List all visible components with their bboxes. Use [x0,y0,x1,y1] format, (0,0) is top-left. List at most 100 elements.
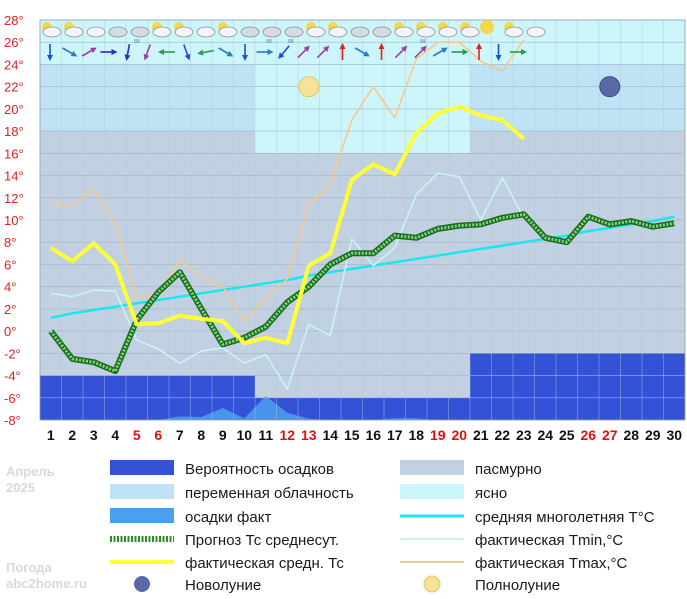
wind-arrow-head [476,43,482,49]
y-tick-label: 10° [4,213,24,228]
overcast-icon [108,26,128,38]
cloud-shape [240,26,260,38]
x-tick-label: 17 [387,427,403,443]
y-tick-label: 28° [4,13,24,28]
cloudy-icon [86,26,106,38]
x-tick-label: 7 [176,427,184,443]
wind-arrow-icon [256,49,274,55]
y-tick-label: 24° [4,57,24,72]
month-label: Апрель [6,464,55,479]
wind-arrow-head [124,54,131,61]
wind-arrow-head [521,49,527,55]
legend-swatch-variable [110,484,174,499]
legend-forecast: Прогноз Тс среднесут. [185,532,339,549]
y-tick-label: 20° [4,102,24,117]
wind-arrow-head [495,55,502,61]
cloud-shape [218,26,238,38]
x-tick-label: 12 [279,427,295,443]
grid-lines [39,19,686,421]
x-tick-label: 30 [666,427,682,443]
x-axis: 1 2 3 4 5 6 7 8 9 10 11 12 13 14 15 16 17 18 19 20 21 22 23 24 2… [47,427,682,443]
brand-url: abc2home.ru [6,576,87,591]
y-tick-label: 0° [4,324,16,339]
y-tick-label: -6° [4,391,21,406]
x-tick-label: 27 [602,427,618,443]
x-tick-label: 19 [430,427,446,443]
y-tick-label: -8° [4,413,21,428]
wind-arrow-icon [47,44,53,61]
legend-full-moon: Полнолуние [475,577,560,594]
partly-cloudy-icon [218,22,238,38]
y-tick-label: 6° [4,257,16,272]
x-tick-label: 24 [537,427,553,443]
partly-cloudy-icon [174,22,194,38]
x-tick-label: 28 [623,427,639,443]
wind-arrow-icon [432,47,448,57]
year-label: 2025 [6,480,35,495]
wind-arrow-head [242,55,248,61]
legend-full-moon-icon [423,575,441,593]
x-tick-label: 1 [47,427,55,443]
overcast-icon [372,26,392,38]
legend-new-moon: Новолуние [185,577,261,594]
wind-arrow-head [226,50,234,57]
x-tick-label: 15 [344,427,360,443]
cloud-shape [526,26,546,38]
cloud-shape [152,26,172,38]
rain-marks: ııı [288,38,294,45]
wind-arrow-head [378,43,385,49]
overcast-rain-icon: ııı [262,26,282,45]
wind-arrow-icon [218,47,234,57]
overcast-icon [240,26,260,38]
wind-arrow-icon [158,49,175,55]
x-tick-label: 5 [133,427,141,443]
legend-tmax: фактическая Tmax,°C [475,555,628,572]
overcast-rain-icon: ııı [284,26,304,45]
cloud-shape [438,26,458,38]
x-tick-label: 21 [473,427,489,443]
cloud-shape [86,26,106,38]
x-tick-label: 20 [451,427,467,443]
x-tick-label: 4 [111,427,119,443]
wind-arrow-icon [278,45,290,59]
x-tick-label: 10 [236,427,252,443]
legend-swatch-precip-prob [110,460,174,475]
wind-arrow-icon [242,44,248,61]
plot-border [39,19,686,421]
legend-variable: переменная облачность [185,485,354,502]
series-line-2 [50,39,525,322]
cloud-shape [196,26,216,38]
legend-precip-prob: Вероятность осадков [185,461,334,478]
x-tick-label: 16 [365,427,381,443]
legend-avg-longterm: средняя многолетняя T°C [475,509,655,526]
full-moon-icon [298,76,320,98]
wind-arrow-icon [510,49,527,55]
cloud-shape [306,26,326,38]
wind-arrow-icon [81,47,97,57]
cloud-shape [284,26,304,38]
legend-precip-fact: осадки факт [185,509,271,526]
x-tick-label: 13 [301,427,317,443]
wind-arrow-head [70,50,78,57]
partly-cloudy-icon [460,22,480,38]
y-tick-label: 2° [4,302,16,317]
partly-cloudy-icon [504,22,524,38]
overcast-icon [350,26,370,38]
y-tick-label: 12° [4,191,24,206]
wind-arrow-head [111,49,118,55]
cloud-shape [130,26,150,38]
x-tick-label: 8 [197,427,205,443]
cloud-shape [394,26,414,38]
partly-cloudy-icon [394,22,414,38]
legend-actual-avg: фактическая средн. Тс [185,555,344,572]
wind-arrow-head [197,49,204,56]
partly-cloudy-icon [64,22,84,38]
x-tick-label: 26 [580,427,596,443]
wind-arrow-head [462,49,469,55]
y-tick-label: -2° [4,346,21,361]
wind-arrow-head [441,47,448,54]
x-tick-label: 9 [219,427,227,443]
x-tick-label: 25 [559,427,575,443]
wind-arrow-head [158,49,164,55]
